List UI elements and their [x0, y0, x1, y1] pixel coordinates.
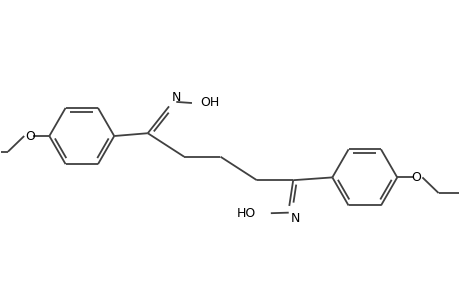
Text: O: O — [25, 130, 35, 142]
Text: N: N — [291, 212, 300, 224]
Text: N: N — [171, 91, 180, 104]
Text: O: O — [410, 171, 420, 184]
Text: OH: OH — [199, 96, 218, 109]
Text: HO: HO — [236, 207, 256, 220]
